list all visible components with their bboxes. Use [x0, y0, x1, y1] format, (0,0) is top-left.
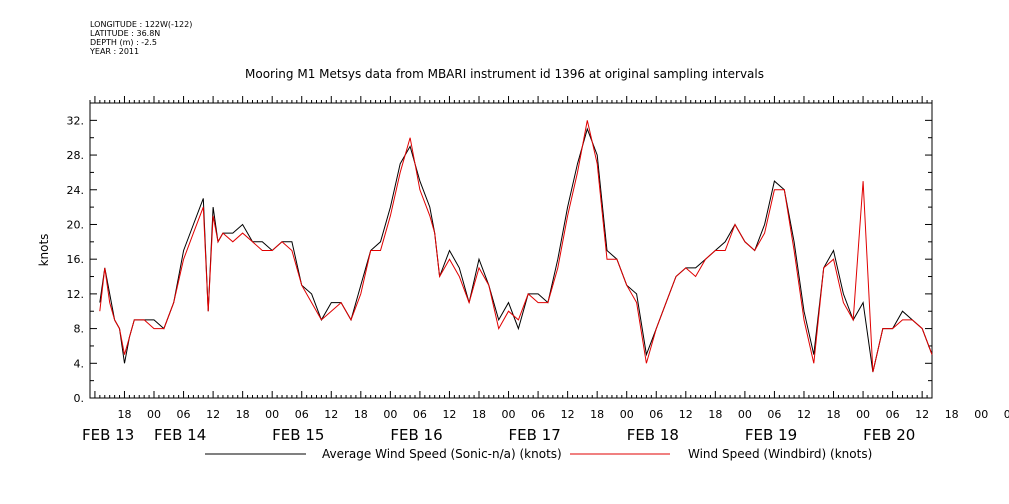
x-day-label: FEB 13 — [82, 426, 134, 444]
y-tick-label: 24. — [67, 184, 85, 197]
latitude-text: LATITUDE : 36.8N — [90, 29, 161, 38]
y-tick-label: 12. — [67, 288, 85, 301]
legend-label-average: Average Wind Speed (Sonic-n/a) (knots) — [322, 447, 562, 461]
y-tick-label: 32. — [67, 114, 85, 127]
x-hour-label: 18 — [945, 408, 959, 421]
x-day-label: FEB 17 — [509, 426, 561, 444]
x-hour-label: 00 — [856, 408, 870, 421]
x-hour-label: 06 — [177, 408, 191, 421]
chart-title: Mooring M1 Metsys data from MBARI instru… — [245, 67, 764, 81]
x-hour-label: 18 — [472, 408, 486, 421]
x-hour-label: 06 — [649, 408, 663, 421]
x-day-label: FEB 15 — [272, 426, 324, 444]
x-hour-label: 12 — [797, 408, 811, 421]
x-hour-label: 18 — [590, 408, 604, 421]
x-hour-label: 00 — [974, 408, 988, 421]
x-day-label: FEB 14 — [154, 426, 206, 444]
plot-frame — [89, 102, 933, 399]
y-tick-label: 4. — [74, 357, 85, 370]
x-hour-label: 00 — [502, 408, 516, 421]
tick-group — [89, 96, 933, 399]
x-hour-label: 00 — [383, 408, 397, 421]
series-windbird-line — [99, 120, 933, 373]
y-tick-label: 20. — [67, 218, 85, 231]
x-day-label: FEB 18 — [627, 426, 679, 444]
y-tick-label: 0. — [74, 392, 85, 405]
x-hour-label: 18 — [117, 408, 131, 421]
x-hour-label: 12 — [561, 408, 575, 421]
y-axis-label: knots — [37, 234, 51, 267]
x-hour-label: 12 — [324, 408, 338, 421]
x-hour-label: 06 — [295, 408, 309, 421]
x-hour-label: 12 — [442, 408, 456, 421]
x-hour-label: 00 — [738, 408, 752, 421]
x-hour-label: 00 — [265, 408, 279, 421]
x-hour-label: 06 — [531, 408, 545, 421]
x-hour-label: 06 — [413, 408, 427, 421]
year-text: YEAR : 2011 — [90, 47, 140, 56]
x-hour-label: 06 — [1004, 408, 1009, 421]
x-hour-label: 12 — [206, 408, 220, 421]
label-group: 0. 4. 8. 12. 16. 20. 24. 28. 32. 18 00 06 12 18 00 06 12… — [67, 114, 1009, 444]
x-hour-label: 12 — [915, 408, 929, 421]
x-hour-label: 18 — [354, 408, 368, 421]
x-hour-label: 06 — [886, 408, 900, 421]
x-hour-label: 06 — [767, 408, 781, 421]
y-tick-label: 8. — [74, 323, 85, 336]
legend-label-windbird: Wind Speed (Windbird) (knots) — [688, 447, 872, 461]
series-group — [99, 120, 933, 373]
depth-text: DEPTH (m) : -2.5 — [90, 38, 157, 47]
x-day-label: FEB 20 — [863, 426, 915, 444]
x-hour-label: 00 — [620, 408, 634, 421]
x-hour-label: 12 — [679, 408, 693, 421]
x-hour-label: 00 — [147, 408, 161, 421]
x-day-label: FEB 19 — [745, 426, 797, 444]
legend: Average Wind Speed (Sonic-n/a) (knots) W… — [205, 447, 872, 461]
x-hour-label: 18 — [708, 408, 722, 421]
x-hour-label: 18 — [827, 408, 841, 421]
metadata-block: LONGITUDE : 122W(-122) LATITUDE : 36.8N … — [90, 20, 192, 56]
y-tick-label: 16. — [67, 253, 85, 266]
x-hour-label: 18 — [236, 408, 250, 421]
x-day-label: FEB 16 — [390, 426, 442, 444]
longitude-text: LONGITUDE : 122W(-122) — [90, 20, 193, 29]
y-tick-label: 28. — [67, 149, 85, 162]
